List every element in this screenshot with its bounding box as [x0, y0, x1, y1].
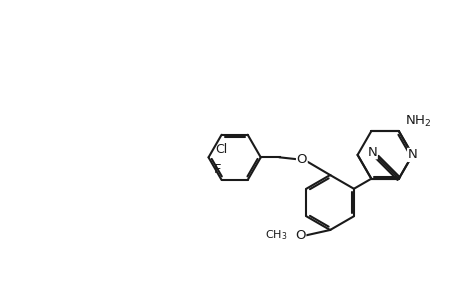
Text: F: F	[213, 163, 221, 176]
Text: CH$_3$: CH$_3$	[265, 229, 287, 242]
Text: N: N	[367, 146, 376, 159]
Text: NH$_2$: NH$_2$	[404, 114, 430, 129]
Text: O: O	[295, 229, 305, 242]
Text: O: O	[296, 153, 307, 166]
Text: Cl: Cl	[215, 142, 227, 156]
Text: N: N	[407, 148, 416, 161]
